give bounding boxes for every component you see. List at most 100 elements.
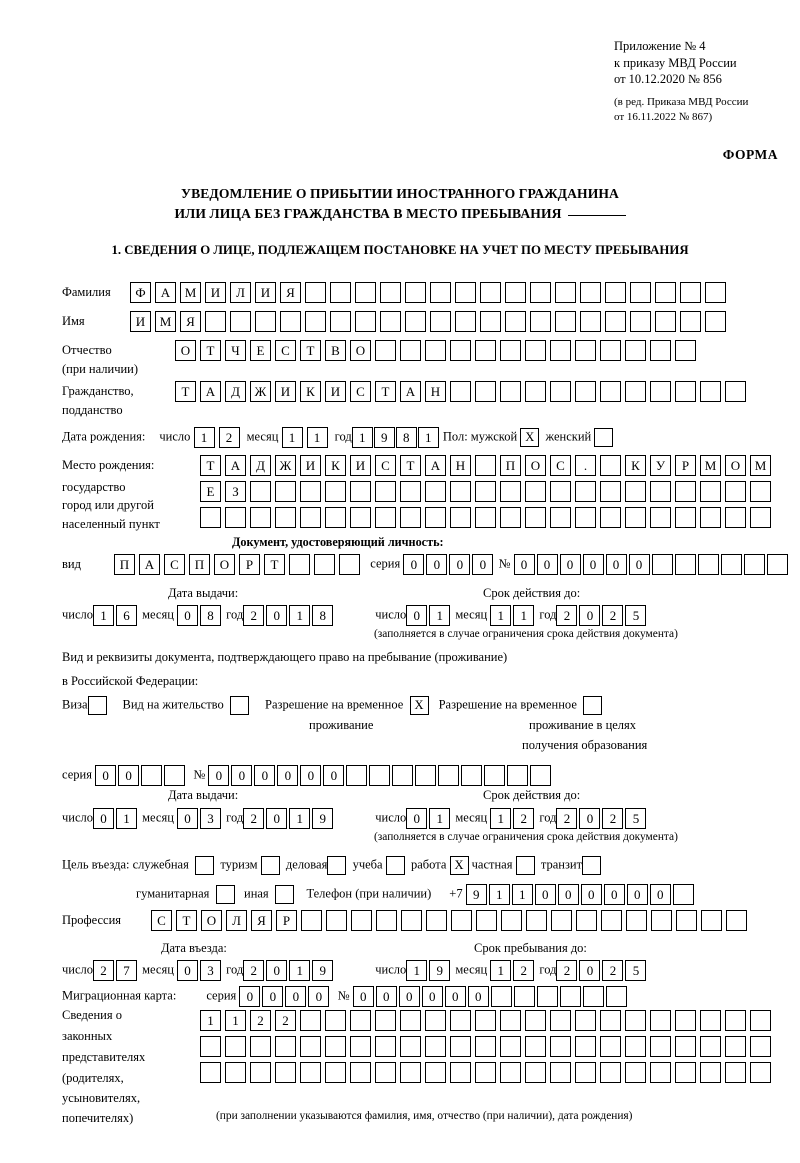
char-cell[interactable] (625, 507, 646, 528)
char-cell[interactable]: А (225, 455, 246, 476)
char-cell[interactable] (392, 765, 414, 786)
char-cell[interactable] (450, 1010, 471, 1031)
char-cell[interactable]: 1 (488, 884, 510, 905)
char-cell[interactable] (380, 311, 401, 332)
char-cell[interactable] (675, 507, 696, 528)
char-cell[interactable]: 2 (275, 1010, 296, 1031)
char-cell[interactable] (450, 340, 471, 361)
char-cell[interactable]: 0 (266, 605, 288, 626)
char-cell[interactable] (750, 507, 771, 528)
char-cell[interactable] (230, 311, 251, 332)
char-cell[interactable]: Я (251, 910, 272, 931)
char-cell[interactable]: А (155, 282, 176, 303)
char-cell[interactable]: 5 (625, 960, 647, 981)
char-cell[interactable]: 2 (243, 960, 265, 981)
char-cell[interactable] (550, 1062, 571, 1083)
rep-cells-2[interactable] (200, 1036, 775, 1057)
char-cell[interactable]: С (164, 554, 185, 575)
char-cell[interactable]: 0 (449, 554, 471, 575)
char-cell[interactable] (400, 1010, 421, 1031)
char-cell[interactable] (550, 340, 571, 361)
char-cell[interactable] (575, 1062, 596, 1083)
char-cell[interactable] (339, 554, 360, 575)
char-cell[interactable] (743, 554, 765, 575)
char-cell[interactable]: Р (675, 455, 696, 476)
char-cell[interactable] (450, 481, 471, 502)
char-cell[interactable] (700, 381, 721, 402)
char-cell[interactable] (325, 481, 346, 502)
char-cell[interactable] (650, 481, 671, 502)
char-cell[interactable] (720, 554, 742, 575)
char-cell[interactable] (676, 910, 697, 931)
char-cell[interactable] (575, 1036, 596, 1057)
char-cell[interactable]: 0 (579, 808, 601, 829)
char-cell[interactable] (725, 481, 746, 502)
sex-male-checkbox[interactable]: X (520, 428, 540, 447)
char-cell[interactable]: 0 (262, 986, 284, 1007)
char-cell[interactable] (600, 481, 621, 502)
char-cell[interactable]: 0 (308, 986, 330, 1007)
char-cell[interactable] (505, 311, 526, 332)
char-cell[interactable] (675, 381, 696, 402)
char-cell[interactable] (480, 282, 501, 303)
char-cell[interactable]: 0 (472, 554, 494, 575)
char-cell[interactable] (576, 910, 597, 931)
char-cell[interactable]: . (575, 455, 596, 476)
char-cell[interactable] (355, 311, 376, 332)
char-cell[interactable] (651, 910, 672, 931)
purpose-tourism-checkbox[interactable] (260, 856, 280, 875)
char-cell[interactable]: 2 (602, 960, 624, 981)
char-cell[interactable] (250, 507, 271, 528)
char-cell[interactable]: И (275, 381, 296, 402)
char-cell[interactable] (346, 765, 368, 786)
char-cell[interactable]: Ж (275, 455, 296, 476)
char-cell[interactable] (141, 765, 163, 786)
char-cell[interactable]: Т (200, 340, 221, 361)
char-cell[interactable]: 1 (193, 427, 215, 448)
char-cell[interactable] (200, 1036, 221, 1057)
purpose-private-checkbox[interactable] (515, 856, 535, 875)
char-cell[interactable]: 2 (513, 960, 535, 981)
char-cell[interactable] (500, 1010, 521, 1031)
char-cell[interactable]: 2 (93, 960, 115, 981)
char-cell[interactable]: Я (280, 282, 301, 303)
char-cell[interactable]: 0 (628, 554, 650, 575)
char-cell[interactable]: И (300, 455, 321, 476)
char-cell[interactable] (725, 507, 746, 528)
char-cell[interactable]: М (700, 455, 721, 476)
char-cell[interactable]: С (275, 340, 296, 361)
char-cell[interactable] (426, 910, 447, 931)
char-cell[interactable] (600, 340, 621, 361)
char-cell[interactable] (507, 765, 529, 786)
char-cell[interactable] (575, 507, 596, 528)
char-cell[interactable] (750, 1010, 771, 1031)
char-cell[interactable] (475, 481, 496, 502)
char-cell[interactable] (500, 340, 521, 361)
char-cell[interactable]: 1 (281, 427, 303, 448)
char-cell[interactable] (164, 765, 186, 786)
char-cell[interactable] (750, 1062, 771, 1083)
char-cell[interactable]: 0 (300, 765, 322, 786)
char-cell[interactable] (350, 507, 371, 528)
char-cell[interactable] (280, 311, 301, 332)
char-cell[interactable]: П (114, 554, 135, 575)
char-cell[interactable] (655, 311, 676, 332)
char-cell[interactable] (330, 282, 351, 303)
char-cell[interactable] (655, 282, 676, 303)
char-cell[interactable]: 2 (556, 808, 578, 829)
char-cell[interactable] (674, 554, 696, 575)
char-cell[interactable] (425, 1010, 446, 1031)
char-cell[interactable]: О (201, 910, 222, 931)
char-cell[interactable]: 2 (513, 808, 535, 829)
char-cell[interactable] (725, 381, 746, 402)
char-cell[interactable]: 0 (406, 808, 428, 829)
